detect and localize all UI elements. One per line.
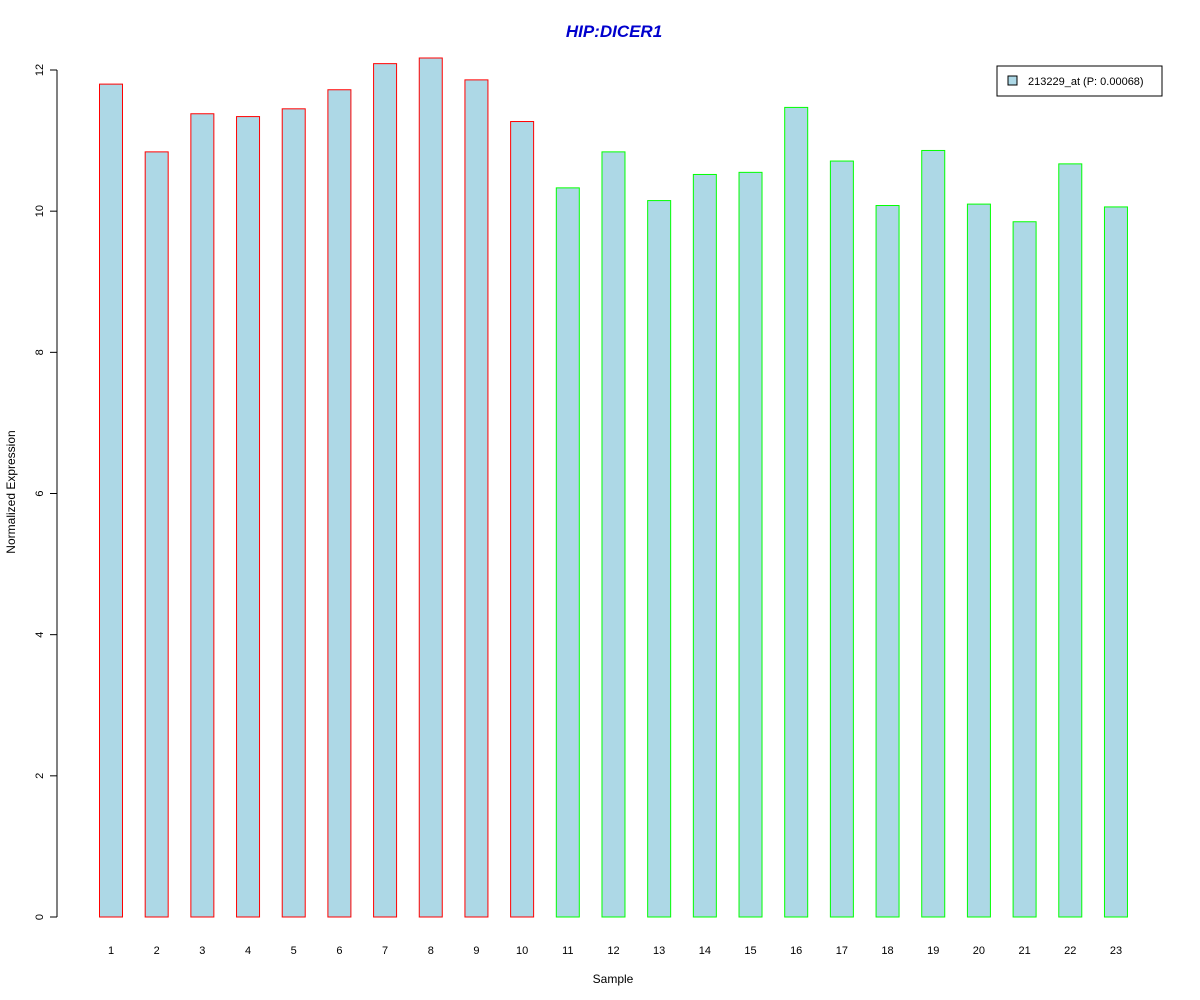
x-tick-label: 4 [245,945,251,957]
bar-sample-12 [601,151,626,918]
chart-title: HIP:DICER1 [566,22,662,41]
x-tick-label: 9 [473,945,479,957]
x-tick-label: 10 [516,945,528,957]
bar-sample-10 [510,121,535,918]
x-tick-labels: 1 2 3 4 5 6 7 8 9 10 11 12 13 14 15 16 17 18 19 20 21 22 23 [108,945,1122,957]
x-tick-label: 2 [154,945,160,957]
bar-sample-16 [784,106,809,918]
x-tick-label: 6 [336,945,342,957]
y-tick-label: 6 [34,490,46,496]
bar-sample-7 [373,63,398,918]
x-tick-label: 19 [927,945,939,957]
x-tick-label: 11 [562,945,573,957]
x-tick-label: 21 [1018,945,1030,957]
bar-sample-13 [647,200,672,918]
bar-sample-17 [829,160,854,918]
legend-box [996,65,1163,97]
x-tick-label: 20 [973,945,985,957]
x-tick-label: 13 [653,945,665,957]
bar-sample-8 [418,57,443,918]
legend-entry-label: 213229_at (P: 0.00068) [1028,76,1144,88]
y-tick-label: 12 [34,64,46,76]
x-tick-label: 16 [790,945,802,957]
bar-sample-22 [1058,163,1083,918]
y-tick-label: 2 [34,773,46,779]
x-tick-label: 23 [1110,945,1122,957]
y-tick-label: 0 [34,914,46,920]
y-tick-label: 8 [34,349,46,355]
bar-sample-14 [692,173,717,918]
x-tick-label: 14 [699,945,711,957]
y-tick-label: 10 [34,205,46,217]
y-tick-label: 4 [34,632,46,638]
x-tick-label: 17 [836,945,848,957]
bar-sample-9 [464,79,489,918]
legend-swatch [1007,75,1018,86]
x-tick-label: 12 [607,945,619,957]
x-tick-label: 15 [744,945,756,957]
y-axis: 0 2 4 6 8 10 12 [34,64,58,920]
bar-sample-18 [875,205,900,918]
bar-sample-5 [281,108,306,918]
bar-sample-11 [555,187,580,918]
x-tick-label: 3 [199,945,205,957]
x-tick-label: 22 [1064,945,1076,957]
x-tick-label: 7 [382,945,388,957]
y-axis-label: Normalized Expression [4,430,18,553]
bar-sample-20 [966,203,991,918]
bar-sample-4 [236,116,261,918]
bar-sample-23 [1103,206,1128,918]
x-tick-label: 1 [108,945,114,957]
bar-sample-2 [144,151,169,918]
bar-sample-1 [99,83,123,918]
bar-sample-15 [738,171,763,918]
x-tick-label: 5 [291,945,297,957]
bar-sample-19 [921,149,946,918]
bar-sample-3 [190,113,215,918]
x-axis-label: Sample [593,972,634,986]
bar-sample-21 [1012,221,1037,918]
x-tick-label: 8 [428,945,434,957]
x-tick-label: 18 [881,945,893,957]
bar-sample-6 [327,89,352,918]
legend: 213229_at (P: 0.00068) [996,65,1163,97]
bars [99,57,1128,918]
